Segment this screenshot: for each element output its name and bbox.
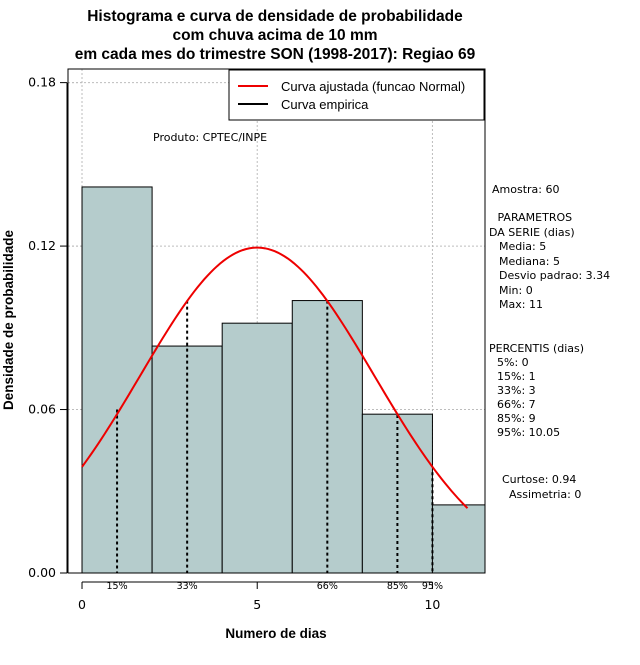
curtose-text: Curtose: 0.94 (502, 473, 576, 486)
param-mediana: Mediana: 5 (499, 255, 560, 268)
x-axis-label: Numero de dias (225, 626, 326, 641)
percentil-95: 95%: 10.05 (497, 426, 560, 439)
parametros-title-1: PARAMETROS (494, 211, 572, 224)
x-tick-label-2: 10 (424, 597, 440, 612)
percentil-15: 15%: 1 (497, 370, 536, 383)
percentile-label-0: 15% (106, 581, 127, 592)
chart-title-line-2: com chuva acima de 10 mm (172, 27, 377, 44)
y-tick-label-2: 0.12 (28, 238, 56, 253)
y-tick-label-3: 0.18 (28, 75, 56, 90)
percentil-5: 5%: 0 (497, 356, 529, 369)
produto-annotation: Produto: CPTEC/INPE (153, 131, 267, 144)
y-tick-label-1: 0.06 (28, 402, 56, 417)
histogram-bar-0 (81, 186, 153, 574)
legend-fitted-label: Curva ajustada (funcao Normal) (281, 79, 465, 94)
chart-title-line-1: Histograma e curva de densidade de proba… (87, 8, 463, 25)
param-media: Media: 5 (499, 240, 546, 253)
histogram-bar-3 (291, 300, 363, 574)
histogram-bars (81, 186, 486, 574)
x-tick-label-1: 5 (253, 597, 261, 612)
legend-box (228, 69, 485, 121)
percentil-33: 33%: 3 (497, 384, 536, 397)
legend: Curva ajustada (funcao Normal) Curva emp… (228, 69, 485, 121)
fitted-curve-layer (81, 246, 469, 509)
axes: 0 5 10 0.00 0.06 0.12 0.18 (28, 75, 440, 612)
legend-empirical-label: Curva empirica (281, 97, 369, 112)
histogram-bar-2 (221, 322, 293, 574)
statistics-panel: Amostra: 60 PARAMETROS DA SERIE (dias) M… (489, 183, 610, 501)
chart-title-line-3: em cada mes do trimestre SON (1998-2017)… (75, 46, 476, 63)
percentile-label-2: 66% (317, 581, 338, 592)
percentis-title: PERCENTIS (dias) (489, 342, 584, 355)
param-max: Max: 11 (499, 298, 543, 311)
plot-frame (67, 68, 486, 574)
param-desvio: Desvio padrao: 3.34 (499, 269, 610, 282)
percentile-label-1: 33% (177, 581, 198, 592)
percentile-label-3: 85% (387, 581, 408, 592)
fitted-normal-curve (81, 246, 469, 509)
y-tick-label-0: 0.00 (28, 565, 56, 580)
param-min: Min: 0 (499, 284, 533, 297)
percentil-66: 66%: 7 (497, 398, 536, 411)
histogram-bar-5 (431, 504, 486, 574)
y-axis-label: Densidade de probabilidade (1, 229, 16, 410)
amostra-text: Amostra: 60 (492, 183, 559, 196)
assimetria-text: Assimetria: 0 (509, 488, 581, 501)
x-tick-label-0: 0 (78, 597, 86, 612)
parametros-title-2: DA SERIE (dias) (489, 226, 575, 239)
percentil-85: 85%: 9 (497, 412, 536, 425)
